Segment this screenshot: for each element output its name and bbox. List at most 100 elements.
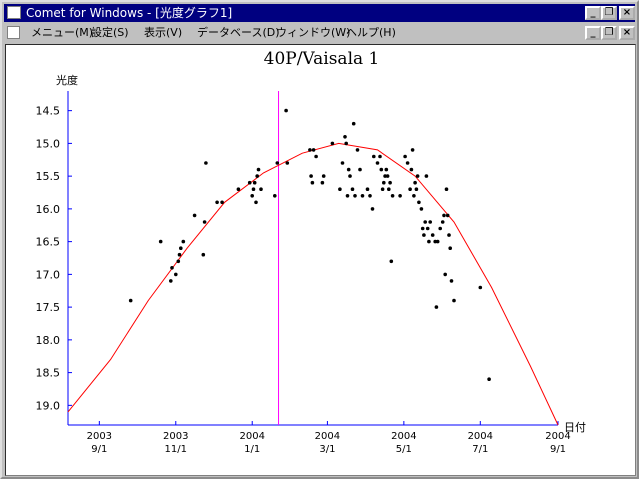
observation-point (440, 220, 445, 224)
app-icon[interactable] (7, 6, 21, 19)
observation-point (433, 239, 438, 244)
observation-point (346, 167, 351, 172)
observation-point (380, 187, 385, 191)
observation-point (344, 141, 349, 146)
observation-point (177, 252, 182, 257)
observation-point (220, 200, 224, 205)
observation-point (447, 233, 451, 237)
y-axis-label: 光度 (56, 74, 78, 87)
chart-title: 40P/Vaisala 1 (263, 49, 380, 69)
observation-point (384, 167, 389, 172)
menu-item-menu[interactable]: メニュー(M) (31, 26, 94, 39)
x-tick-label-year: 2004 (468, 431, 493, 442)
observation-point (181, 239, 186, 244)
x-tick-label-date: 11/1 (165, 444, 187, 455)
observation-point (382, 180, 386, 185)
observation-point (201, 252, 206, 257)
y-tick-label: 17.0 (36, 268, 61, 281)
title-bar[interactable]: Comet for Windows - [光度グラフ1] _ ❐ × (4, 4, 635, 22)
y-tick-label: 15.5 (36, 170, 61, 183)
document-icon[interactable] (7, 26, 20, 39)
close-button[interactable]: × (619, 6, 635, 20)
observation-point (438, 226, 443, 231)
observation-point (360, 194, 365, 198)
observation-point (236, 187, 241, 191)
maximize-button[interactable]: ❐ (601, 6, 617, 20)
observation-point (408, 187, 412, 191)
observation-point (368, 194, 372, 198)
observation-point (434, 305, 439, 309)
observation-point (314, 154, 318, 159)
y-tick-label: 18.5 (36, 367, 61, 380)
x-tick-label-date: 3/1 (319, 444, 335, 455)
x-tick-label-date: 9/1 (91, 444, 107, 455)
observation-point (256, 167, 261, 172)
predicted-curve (67, 142, 559, 426)
observation-point (275, 161, 280, 165)
observation-point (338, 187, 342, 191)
observation-point (388, 180, 392, 185)
observation-point (413, 180, 417, 185)
observation-point (389, 259, 394, 264)
observation-point (252, 180, 257, 185)
observation-point (351, 121, 356, 126)
x-tick-label-date: 5/1 (396, 444, 412, 455)
y-tick-label: 19.0 (36, 399, 61, 412)
y-tick-label: 14.5 (36, 105, 61, 118)
child-minimize-button[interactable]: _ (585, 26, 601, 40)
observation-point (169, 279, 173, 283)
menu-item-view[interactable]: 表示(V) (144, 26, 183, 39)
y-tick-label: 15.0 (36, 137, 61, 150)
observation-point (309, 174, 313, 178)
x-tick-label-date: 7/1 (472, 444, 488, 455)
menu-item-help[interactable]: ヘルプ(H) (346, 26, 396, 39)
observation-point (321, 174, 326, 178)
observation-point (320, 180, 325, 185)
observation-point (330, 141, 335, 146)
observation-point (387, 187, 391, 191)
minimize-button[interactable]: _ (585, 6, 601, 20)
observation-point (417, 200, 421, 205)
observation-point (444, 187, 449, 191)
observation-point (358, 167, 362, 172)
observation-point (415, 174, 420, 178)
observation-point (443, 272, 448, 277)
observation-point (284, 108, 288, 113)
x-tick-label-date: 9/1 (550, 444, 566, 455)
observation-point (350, 187, 355, 191)
observation-point (410, 148, 415, 152)
observation-point (452, 298, 456, 303)
menu-item-database[interactable]: データベース(D) (197, 26, 280, 39)
observation-point (424, 174, 429, 178)
observation-point (422, 233, 426, 237)
menu-item-window[interactable]: ウィンドウ(W) (276, 26, 351, 39)
observation-point (355, 148, 360, 152)
observation-point (340, 161, 345, 165)
observation-point (353, 194, 357, 198)
x-tick-label-year: 2003 (87, 431, 112, 442)
observation-point (370, 207, 375, 211)
x-tick-label-year: 2004 (315, 431, 340, 442)
observation-point (435, 239, 440, 244)
observation-point (308, 148, 312, 152)
observation-point (383, 174, 387, 178)
y-tick-label: 18.0 (36, 334, 61, 347)
child-close-button[interactable]: × (619, 26, 635, 40)
observation-point (442, 213, 446, 218)
graph-area: 40P/Vaisala 1 光度 日付 14.5 15.0 15.5 16.0 16.5… (5, 44, 636, 476)
observation-point (192, 213, 197, 218)
observation-point (215, 200, 219, 205)
observation-point (478, 285, 483, 290)
observation-point (375, 161, 380, 165)
observation-point (405, 161, 410, 165)
observation-point (445, 213, 450, 218)
observation-point (250, 194, 254, 198)
child-restore-button[interactable]: ❐ (601, 26, 617, 40)
observation-point (419, 207, 424, 211)
observation-point (365, 187, 370, 191)
observation-point (412, 194, 416, 198)
observation-point (425, 226, 430, 231)
menu-bar: メニュー(M) 設定(S) 表示(V) データベース(D) ウィンドウ(W) ヘ… (4, 23, 635, 42)
x-axis-label: 日付 (564, 421, 586, 434)
menu-item-settings[interactable]: 設定(S) (91, 26, 129, 39)
